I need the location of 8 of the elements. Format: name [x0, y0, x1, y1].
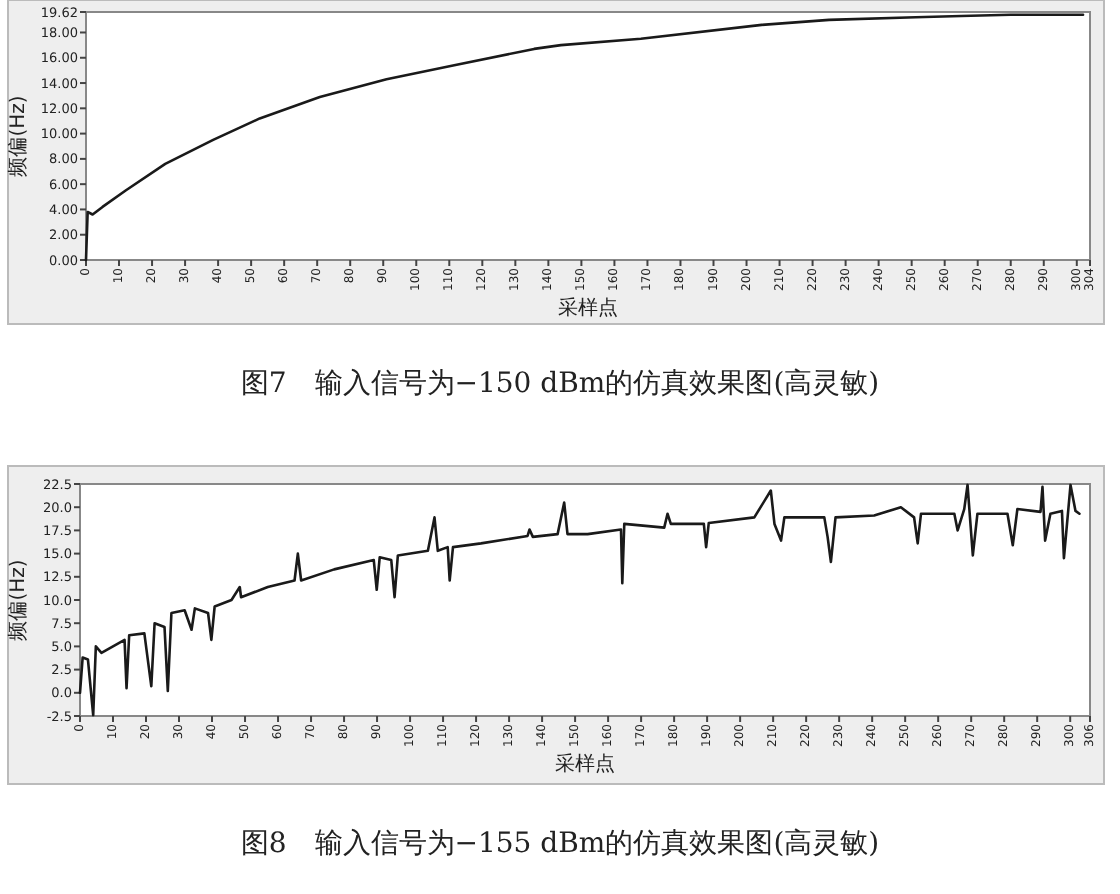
y-axis-title: 频偏(Hz)	[6, 95, 30, 177]
line-series	[78, 483, 1081, 717]
text: 图8 输入信号为−155 dBm的仿真效果图(高灵敏)	[240, 828, 880, 860]
x-axis-title: 采样点	[555, 752, 615, 776]
y-axis-title: 频偏(Hz)	[6, 559, 30, 641]
line-series	[84, 13, 1085, 262]
text: 图7 输入信号为−150 dBm的仿真效果图(高灵敏)	[240, 368, 880, 400]
x-axis-title: 采样点	[558, 296, 618, 320]
